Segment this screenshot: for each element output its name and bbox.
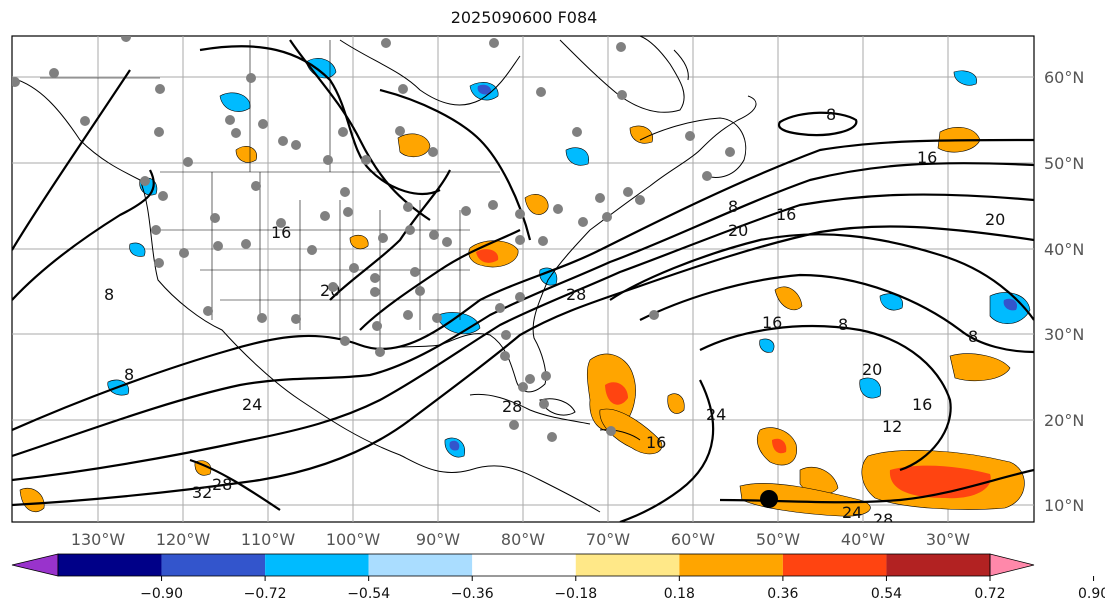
colorbar-segment [679, 554, 783, 576]
svg-text:8: 8 [124, 365, 134, 384]
strong-negative-anomaly-areas [449, 84, 1018, 451]
svg-text:80°W: 80°W [501, 530, 545, 549]
svg-text:16: 16 [646, 433, 666, 452]
svg-text:28: 28 [502, 397, 522, 416]
height-contours [12, 39, 1034, 522]
svg-text:50°W: 50°W [756, 530, 800, 549]
svg-text:16: 16 [917, 148, 937, 167]
station-markers [12, 36, 735, 442]
svg-text:24: 24 [242, 395, 262, 414]
svg-text:28: 28 [212, 475, 232, 494]
colorbar-segment [782, 554, 887, 576]
svg-text:70°W: 70°W [586, 530, 630, 549]
svg-text:20: 20 [728, 221, 748, 240]
svg-text:30°N: 30°N [1044, 325, 1084, 344]
svg-text:8: 8 [838, 315, 848, 334]
colorbar-segment [368, 554, 473, 576]
colorbar-arrow-high [989, 553, 1035, 577]
latitude-labels: 60°N 50°N 40°N 30°N 20°N 10°N [1044, 68, 1084, 515]
svg-text:50°N: 50°N [1044, 154, 1084, 173]
colorbar-segment [58, 554, 162, 576]
svg-text:20: 20 [862, 360, 882, 379]
colorbar-segment [161, 554, 266, 576]
colorbar-tick-label: 0.90 [1078, 586, 1105, 602]
svg-text:40°N: 40°N [1044, 240, 1084, 259]
colorbar-tick-label: 0.36 [767, 586, 798, 602]
svg-text:28: 28 [566, 285, 586, 304]
svg-text:8: 8 [728, 197, 738, 216]
colorbar-tick-label: 0.54 [871, 586, 902, 602]
svg-text:12: 12 [882, 417, 902, 436]
svg-text:20°N: 20°N [1044, 411, 1084, 430]
colorbar-tick-label: −0.90 [140, 586, 183, 602]
svg-text:60°W: 60°W [671, 530, 715, 549]
svg-text:30°W: 30°W [926, 530, 970, 549]
svg-text:28: 28 [873, 510, 893, 529]
colorbar-segment [575, 554, 680, 576]
coastlines [12, 36, 757, 513]
svg-text:90°W: 90°W [416, 530, 460, 549]
longitude-labels: 130°W 120°W 110°W 100°W 90°W 80°W 70°W 6… [71, 530, 970, 549]
map-title: 2025090600 F084 [450, 8, 598, 27]
svg-text:16: 16 [271, 223, 291, 242]
colorbar-tick-label: −0.72 [244, 586, 287, 602]
svg-text:8: 8 [968, 327, 978, 346]
svg-text:20: 20 [985, 210, 1005, 229]
svg-text:16: 16 [776, 205, 796, 224]
svg-text:24: 24 [842, 503, 862, 522]
colorbar-tick-label: −0.36 [451, 586, 494, 602]
svg-text:60°N: 60°N [1044, 68, 1084, 87]
svg-text:24: 24 [706, 405, 726, 424]
svg-text:8: 8 [826, 105, 836, 124]
colorbar-tick-label: 0.18 [664, 586, 695, 602]
colorbar-segment [472, 554, 576, 576]
colorbar-tick-label: −0.54 [347, 586, 390, 602]
colorbar: −0.90 −0.72 −0.54 −0.36 −0.18 0.18 0.36 0.54 0.7… [11, 553, 1105, 602]
storm-center-marker [760, 490, 778, 508]
colorbar-tick-label: 0.72 [974, 586, 1005, 602]
colorbar-segment [886, 554, 990, 576]
state-borders [40, 40, 500, 350]
svg-text:130°W: 130°W [71, 530, 126, 549]
colorbar-tick-label: −0.18 [554, 586, 597, 602]
svg-text:40°W: 40°W [841, 530, 885, 549]
svg-text:10°N: 10°N [1044, 496, 1084, 515]
svg-text:8: 8 [104, 285, 114, 304]
svg-text:16: 16 [762, 313, 782, 332]
svg-text:100°W: 100°W [326, 530, 381, 549]
strong-positive-anomaly-areas [476, 249, 991, 499]
svg-text:32: 32 [192, 483, 212, 502]
colorbar-frame [57, 553, 991, 577]
svg-text:110°W: 110°W [241, 530, 296, 549]
svg-text:16: 16 [912, 395, 932, 414]
colorbar-segment [265, 554, 369, 576]
svg-text:120°W: 120°W [156, 530, 211, 549]
colorbar-arrow-low [11, 553, 59, 577]
